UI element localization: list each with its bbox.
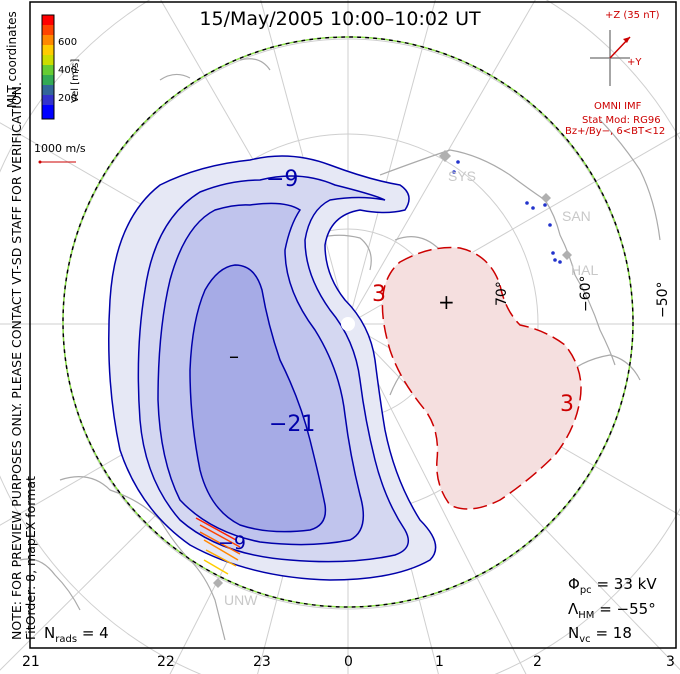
negative-cell [108,155,437,581]
mlt-tick-23: 23 [253,654,271,670]
imf-bin: Bz+/By−, 6<BT<12 [565,126,666,137]
imf-source: OMNI IMF [594,101,642,112]
station-hal: HAL [571,262,599,278]
station-unw: UNW [224,592,258,608]
contour-label-neg9-bottom: −9 [218,532,247,554]
lambda-sub: HM [578,610,595,621]
phi-symbol: Φ [568,575,580,593]
nrads-value: = 4 [81,624,109,642]
contour-label-pos3-left: 3 [372,282,386,307]
imf-y-label: +Y [627,57,642,68]
stat-model: Stat Mod: RG96 [582,115,661,126]
mlt-tick-0: 0 [344,654,353,670]
nvc-symbol: N [568,624,580,642]
velocity-colorbar [41,14,55,120]
potential-min-marker: – [229,344,239,368]
pole-marker [341,317,355,331]
nrads-symbol: N [44,624,56,642]
nrads-sub: rads [55,634,78,645]
lat-label-70: 70° [494,281,510,306]
contour-label-pos3-right: 3 [560,392,574,417]
mlt-tick-3: 3 [666,654,675,670]
unw-vectors [195,517,241,575]
lat-label-60: −60° [578,275,594,312]
preview-note: NOTE: FOR PREVIEW PURPOSES ONLY. PLEASE … [9,82,38,640]
coordinates-label: MLT coordinates [5,11,19,108]
phi-value: = 33 kV [596,575,657,593]
station-sys: SYS [448,168,477,184]
lat-label-50: −50° [655,281,671,318]
nvc-value: = 18 [595,624,632,642]
preview-note-line1: NOTE: FOR PREVIEW PURPOSES ONLY. PLEASE … [9,82,24,640]
lambda-value: = −55° [599,600,656,618]
imf-dial [590,30,631,86]
mlt-tick-2: 2 [533,654,542,670]
plot-title: 15/May/2005 10:00–10:02 UT [199,8,481,30]
mlt-tick-1: 1 [435,654,444,670]
nrads-stat: Nrads = 4 [44,624,109,645]
mlt-tick-22: 22 [157,654,175,670]
vel-tick-600: 600 [58,37,78,48]
imf-magnitude: +Z (35 nT) [605,10,660,21]
nvc-sub: vc [579,634,591,645]
hmb-boundary-green [62,36,634,608]
nvc-stat: Nvc = 18 [568,624,632,645]
fit-order-label: FitOrder: 8, mapEX format [23,476,38,640]
station-san: SAN [562,208,591,224]
plot-frame [29,1,677,649]
vel-tick-400: 400 [58,65,78,76]
mlt-tick-21: 21 [22,654,40,670]
lambda-symbol: Λ [568,600,579,618]
contour-label-neg9-top: −9 [266,167,299,192]
velocity-vectors [452,160,562,264]
vel-unit-label: Vel [m/s] [70,58,81,103]
phi-pc-stat: Φpc = 33 kV [568,575,657,596]
lambda-hm-stat: ΛHM = −55° [568,600,656,621]
vel-tick-200: 200 [58,93,78,104]
reference-vector-label: 1000 m/s [34,142,86,155]
positive-cell [381,246,582,510]
contour-label-neg21: −21 [269,412,316,437]
potential-max-marker: + [438,290,455,314]
reference-vector [38,160,76,164]
phi-sub: pc [579,585,592,596]
station-markers [213,150,572,588]
